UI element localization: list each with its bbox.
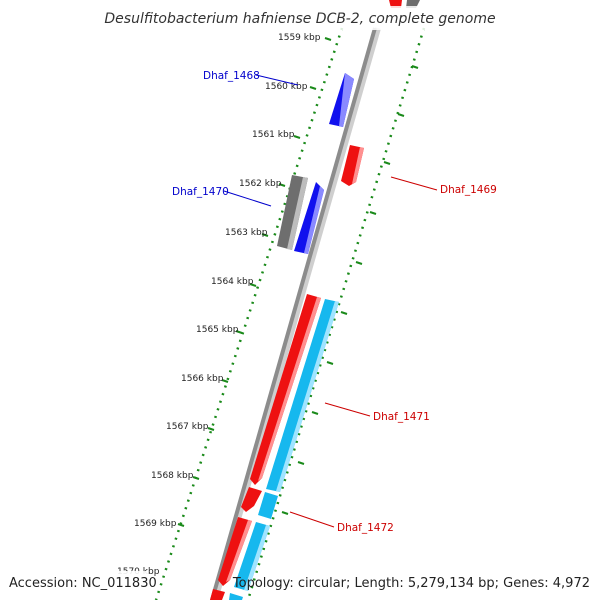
gene-feature-shade [226,520,252,582]
gene-feature-shade [339,73,354,127]
gene-feature-shade [304,186,324,254]
tick-label: 1567 kbp [166,422,209,432]
gene-feature-rna[interactable] [258,492,278,519]
gene-leader-lines [223,74,438,528]
gene-feature-shade [258,297,321,481]
gene-feature-reverse[interactable] [294,182,324,254]
tick-label: 1569 kbp [134,519,177,529]
title-backdrop [100,6,500,30]
accession-text: Accession: NC_011830 [9,576,157,591]
gene-feature-shade [244,525,270,591]
gene-features [210,0,420,600]
tick-label: 1564 kbp [211,277,254,287]
genome-title: Desulfitobacterium hafniense DCB-2, comp… [104,11,495,27]
outer-ticks [177,37,332,527]
tick-label: 1566 kbp [181,374,224,384]
footer-backdrop-right [258,571,596,593]
tick-label: 1562 kbp [239,179,282,189]
inner-ticks [281,65,419,515]
footer-backdrop-left [4,571,148,593]
tick-label: 1563 kbp [225,228,268,238]
tick-label: 1561 kbp [252,130,295,140]
genome-summary-text: Topology: circular; Length: 5,279,134 bp… [232,576,590,591]
gene-label-dhaf-1470[interactable]: Dhaf_1470 [172,186,229,198]
gene-feature-shade [352,147,364,184]
tick-label: 1568 kbp [151,471,194,481]
gene-feature-forward[interactable] [241,487,262,512]
gene-label-dhaf-1468[interactable]: Dhaf_1468 [203,70,260,82]
gene-feature-shade [287,177,308,250]
gene-feature-rna[interactable] [229,593,243,600]
tick-label: 1560 kbp [265,82,308,92]
gene-label-dhaf-1471[interactable]: Dhaf_1471 [373,411,430,423]
tick-label: 1559 kbp [278,33,321,43]
gene-label-dhaf-1472[interactable]: Dhaf_1472 [337,522,394,534]
gene-feature-shade [276,301,339,492]
gene-feature-forward[interactable] [210,589,225,600]
tick-labels: 1559 kbp 1560 kbp 1561 kbp 1562 kbp 1563… [117,33,321,577]
gene-label-dhaf-1469[interactable]: Dhaf_1469 [440,184,497,196]
tick-label: 1565 kbp [196,325,239,335]
gene-feature-rna[interactable] [234,522,270,591]
backbone-line [210,27,377,600]
